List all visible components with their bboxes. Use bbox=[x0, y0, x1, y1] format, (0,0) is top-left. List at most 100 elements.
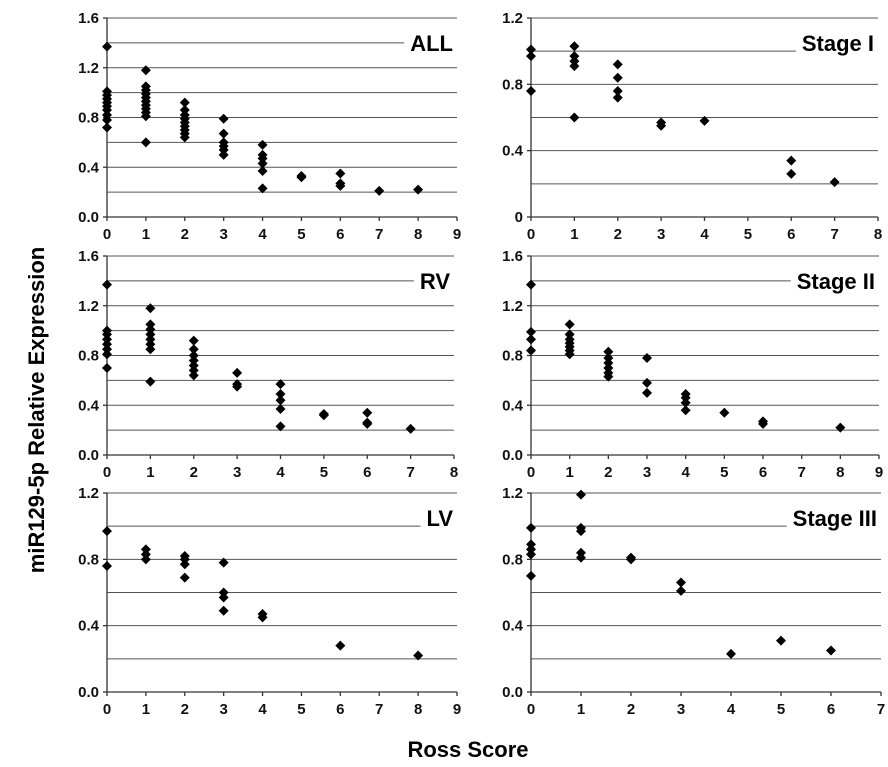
data-point bbox=[569, 112, 580, 123]
data-point bbox=[526, 549, 536, 560]
x-tick-label: 5 bbox=[297, 701, 305, 718]
data-point bbox=[612, 59, 623, 70]
data-point bbox=[275, 379, 286, 390]
data-point bbox=[275, 389, 286, 400]
data-point bbox=[405, 423, 416, 434]
x-tick-label: 7 bbox=[877, 701, 885, 718]
data-point bbox=[612, 72, 623, 83]
data-point bbox=[188, 344, 199, 355]
x-tick-label: 3 bbox=[657, 226, 665, 243]
data-point bbox=[826, 645, 836, 656]
panel-title: Stage II bbox=[797, 269, 875, 294]
x-tick-label: 0 bbox=[103, 464, 111, 481]
y-tick-label: 0.4 bbox=[78, 618, 100, 635]
x-tick-label: 3 bbox=[677, 701, 685, 718]
data-point bbox=[526, 85, 536, 96]
data-point bbox=[218, 113, 229, 124]
data-point bbox=[318, 410, 329, 421]
y-tick-label: 0.4 bbox=[502, 618, 524, 635]
x-tick-label: 7 bbox=[375, 226, 383, 243]
y-tick-label: 0 bbox=[515, 209, 523, 226]
data-point bbox=[699, 115, 710, 126]
data-point bbox=[526, 570, 536, 581]
data-point bbox=[335, 168, 346, 179]
x-tick-label: 8 bbox=[836, 464, 844, 481]
data-point bbox=[626, 554, 636, 565]
data-point bbox=[526, 44, 536, 55]
data-point bbox=[413, 650, 424, 661]
panel-title-background bbox=[420, 504, 458, 533]
data-point bbox=[218, 605, 229, 616]
x-axis-label: Ross Score bbox=[407, 737, 528, 762]
data-point bbox=[218, 592, 229, 603]
y-tick-label: 1.2 bbox=[502, 298, 523, 315]
data-point bbox=[526, 279, 536, 290]
y-axis-label: miR129-5p Relative Expression bbox=[24, 247, 49, 573]
data-point bbox=[569, 61, 580, 72]
data-point bbox=[835, 422, 846, 433]
data-point bbox=[829, 177, 840, 188]
y-tick-label: 1.2 bbox=[502, 10, 523, 27]
data-point bbox=[642, 352, 652, 363]
panel-title: Stage I bbox=[802, 31, 874, 56]
x-tick-label: 7 bbox=[830, 226, 838, 243]
data-point bbox=[680, 405, 691, 416]
x-tick-label: 5 bbox=[720, 464, 728, 481]
y-tick-label: 0.8 bbox=[78, 348, 99, 365]
x-tick-label: 6 bbox=[787, 226, 795, 243]
data-point bbox=[335, 180, 346, 191]
panel-title-background bbox=[795, 29, 878, 58]
y-tick-label: 0.4 bbox=[78, 159, 100, 176]
x-tick-label: 3 bbox=[643, 464, 651, 481]
y-tick-label: 1.6 bbox=[502, 248, 523, 265]
y-tick-label: 0.0 bbox=[78, 209, 99, 226]
data-point bbox=[102, 114, 112, 125]
data-point bbox=[676, 577, 686, 588]
panel-stage-i: 0 0.4 0.8 1.2 0 1 2 3 4 5 6 7 8 Stage I bbox=[502, 10, 882, 243]
y-tick-label: 0.8 bbox=[78, 551, 99, 568]
x-tick-label: 6 bbox=[336, 226, 344, 243]
x-tick-label: 1 bbox=[577, 701, 585, 718]
data-point bbox=[188, 370, 199, 381]
y-tick-label: 0.4 bbox=[502, 143, 524, 160]
y-tick-label: 1.6 bbox=[78, 10, 99, 27]
x-tick-label: 1 bbox=[565, 464, 573, 481]
data-point bbox=[102, 349, 112, 360]
y-tick-label: 0.8 bbox=[502, 348, 523, 365]
y-tick-label: 0.0 bbox=[502, 447, 523, 464]
x-tick-label: 1 bbox=[146, 464, 154, 481]
y-tick-label: 1.2 bbox=[502, 485, 523, 502]
panel-stage-iii: 0.0 0.4 0.8 1.2 0 1 2 3 4 5 6 7 Stage III bbox=[502, 485, 885, 718]
y-tick-label: 1.2 bbox=[78, 298, 99, 315]
x-tick-label: 9 bbox=[875, 464, 883, 481]
panel-title: ALL bbox=[410, 31, 453, 56]
data-point bbox=[726, 648, 736, 659]
data-point bbox=[576, 489, 586, 500]
data-point bbox=[656, 120, 667, 131]
panel-title: LV bbox=[427, 506, 454, 531]
x-tick-label: 3 bbox=[219, 701, 227, 718]
data-point bbox=[642, 377, 652, 388]
data-point bbox=[218, 149, 229, 160]
panel-title-background bbox=[786, 504, 881, 533]
y-tick-label: 0.8 bbox=[502, 551, 523, 568]
data-point bbox=[257, 165, 268, 176]
data-point bbox=[257, 183, 268, 194]
data-point bbox=[676, 585, 686, 596]
y-tick-label: 0.8 bbox=[78, 110, 99, 127]
x-tick-label: 8 bbox=[450, 464, 458, 481]
x-tick-label: 8 bbox=[414, 701, 422, 718]
x-tick-label: 2 bbox=[181, 226, 189, 243]
x-tick-label: 8 bbox=[874, 226, 882, 243]
data-point bbox=[257, 158, 268, 169]
data-point bbox=[776, 635, 786, 646]
data-point bbox=[335, 640, 346, 651]
x-tick-label: 0 bbox=[103, 701, 111, 718]
x-tick-label: 2 bbox=[190, 464, 198, 481]
data-point bbox=[576, 552, 586, 563]
x-tick-label: 4 bbox=[276, 464, 285, 481]
data-point bbox=[526, 345, 536, 356]
data-point bbox=[680, 397, 691, 408]
x-tick-label: 7 bbox=[375, 701, 383, 718]
